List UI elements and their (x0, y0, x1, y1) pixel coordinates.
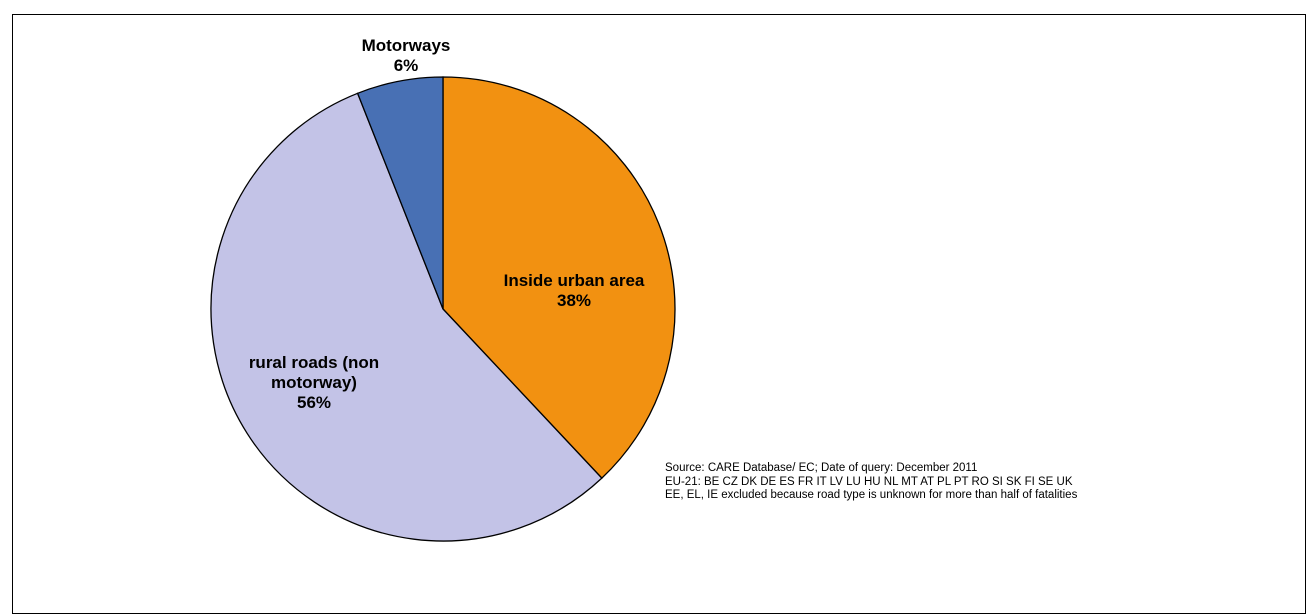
slice-category-label: Inside urban area (504, 271, 645, 290)
pie-slice-inside-urban-area (442, 76, 676, 480)
pie-slice-rural-roads-non-motorway (210, 92, 603, 542)
slice-percent-label: 56% (297, 393, 331, 412)
countries-line: EU-21: BE CZ DK DE ES FR IT LV LU HU NL … (665, 475, 1073, 488)
pie-slices (210, 76, 676, 542)
slice-category-label: rural roads (non (249, 353, 379, 372)
source-note: Source: CARE Database/ EC; Date of query… (665, 462, 1077, 503)
slice-percent-label: 6% (394, 56, 419, 75)
slice-category-label: motorway) (271, 373, 357, 392)
pie-slice-motorways (356, 76, 444, 310)
slice-percent-label: 38% (557, 291, 591, 310)
source-line: Source: CARE Database/ EC; Date of query… (665, 462, 978, 474)
exclusion-line: EE, EL, IE excluded because road type is… (665, 489, 1078, 501)
slice-category-label: Motorways (362, 36, 451, 55)
figure: Inside urban area 38% rural roads (non moto… (12, 14, 1306, 614)
